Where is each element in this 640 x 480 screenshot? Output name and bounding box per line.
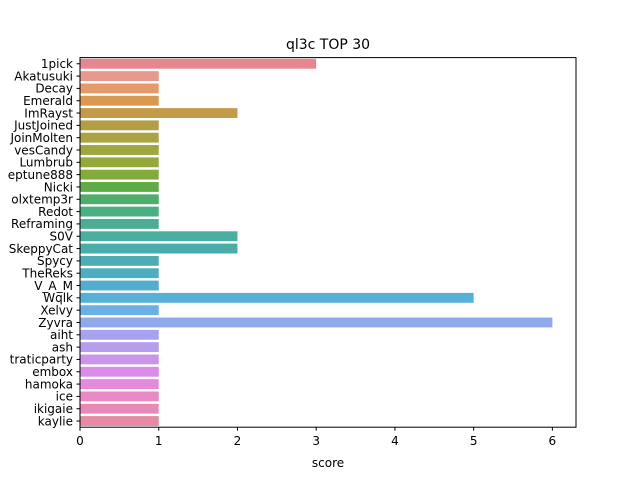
bar-26 [80,379,159,390]
bar-6 [80,132,159,143]
x-tick-label: 2 [234,434,242,448]
bar-18 [80,280,159,291]
bar-5 [80,120,159,131]
bar-17 [80,268,159,279]
y-tick-label: Wqlk [43,291,73,305]
bar-7 [80,145,159,155]
bar-24 [80,354,159,365]
y-tick-label: 1pick [41,57,73,71]
y-tick-label: aiht [50,328,73,342]
x-tick-label: 6 [549,434,557,448]
x-axis-label: score [312,456,344,470]
y-tick-label: eptune888 [8,168,73,182]
y-tick-label: ImRayst [24,106,73,120]
x-axis: 0 1 2 3 4 5 6 [76,427,556,448]
y-tick-label: kaylie [38,414,73,428]
bars-group [80,58,553,426]
bar-0 [80,58,317,69]
bar-16 [80,255,159,266]
y-tick-label: Akatusuki [14,69,73,83]
bar-1 [80,71,159,82]
bar-22 [80,329,159,340]
x-tick-label: 5 [470,434,478,448]
bar-12 [80,206,159,217]
bar-20 [80,305,159,316]
bar-3 [80,95,159,106]
x-tick-label: 1 [155,434,163,448]
y-tick-label: olxtemp3r [11,193,73,207]
x-tick-label: 4 [391,434,399,448]
bar-15 [80,243,238,254]
bar-2 [80,83,159,94]
y-tick-label: ash [52,340,73,354]
y-tick-label: Spycy [37,254,73,268]
y-tick-label: V_A_M [34,279,73,293]
y-tick-label: Emerald [23,94,73,108]
bar-4 [80,108,238,118]
bar-29 [80,416,159,426]
y-tick-label: Reframing [11,217,73,231]
bar-19 [80,292,474,303]
bar-27 [80,391,159,402]
y-tick-label: SkeppyCat [9,242,74,256]
bar-25 [80,366,159,377]
x-tick-label: 3 [312,434,320,448]
bar-10 [80,182,159,192]
chart-title: ql3c TOP 30 [286,37,370,53]
y-tick-label: traticparty [10,353,73,367]
x-tick-label: 0 [76,434,84,448]
y-tick-label: Redot [38,205,73,219]
bar-21 [80,317,553,328]
y-tick-label: embox [32,365,73,379]
bar-28 [80,403,159,414]
bar-23 [80,342,159,353]
bar-11 [80,194,159,205]
y-tick-label: Decay [35,82,73,96]
y-tick-label: JoinMolten [9,131,73,145]
y-tick-label: JustJoined [13,119,73,133]
bar-13 [80,218,159,229]
bar-8 [80,157,159,168]
y-tick-label: ice [56,390,73,404]
y-tick-label: TheReks [21,267,73,281]
plot-frame [79,57,577,428]
y-tick-label: Nicki [44,180,73,194]
y-tick-label: Xelvy [40,303,73,317]
y-tick-label: S0V [50,230,74,244]
y-tick-label: vesCandy [14,143,73,157]
y-tick-label: Lumbrub [19,156,73,170]
bar-14 [80,231,238,242]
y-axis: 1pickAkatusukiDecayEmeraldImRaystJustJoi… [8,57,80,428]
bar-9 [80,169,159,180]
y-tick-label: ikigaie [34,402,73,416]
y-tick-label: hamoka [25,377,73,391]
y-tick-label: Zyvra [38,316,73,330]
